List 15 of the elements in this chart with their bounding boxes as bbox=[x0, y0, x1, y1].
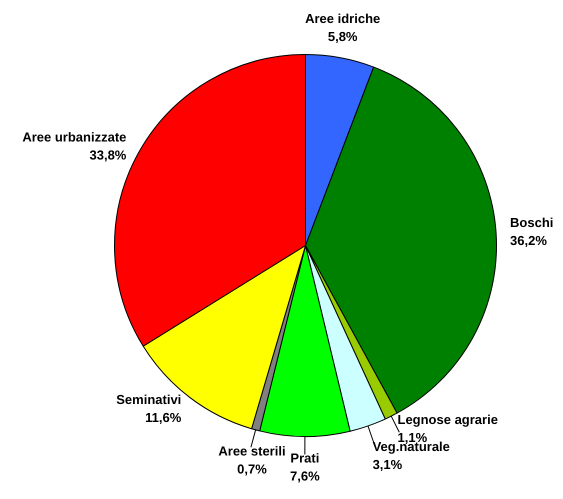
slice-label: Seminativi bbox=[116, 392, 182, 408]
data-label: 33,8% bbox=[90, 147, 127, 162]
slice-label: Aree sterili bbox=[218, 443, 286, 458]
slice-label: Aree idriche bbox=[305, 10, 380, 26]
data-label: 11,6% bbox=[145, 410, 182, 426]
slice-label: Boschi bbox=[510, 215, 554, 230]
data-label: 0,7% bbox=[237, 461, 268, 476]
data-label: 3,1% bbox=[372, 457, 403, 472]
slice-label: Legnose agrarie bbox=[398, 412, 498, 428]
slice-label: Aree urbanizzate bbox=[22, 129, 126, 144]
slice-label: Prati bbox=[290, 450, 320, 466]
data-label: 7,6% bbox=[290, 468, 320, 484]
data-label: 5,8% bbox=[328, 28, 358, 44]
data-label: 36,2% bbox=[510, 233, 548, 248]
data-label: 1,1% bbox=[398, 430, 428, 446]
